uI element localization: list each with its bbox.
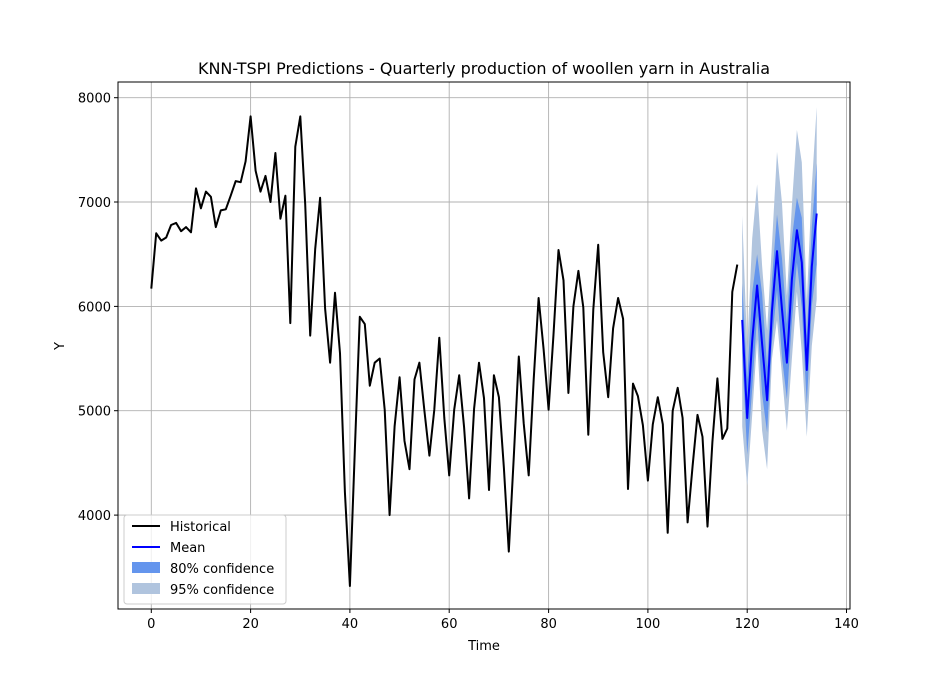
y-axis-title: Y [53, 342, 68, 351]
legend-ci80-swatch [132, 562, 160, 573]
x-tick-label: 140 [834, 617, 859, 632]
legend-historical-label: Historical [170, 520, 231, 535]
legend-ci95-swatch [132, 583, 160, 594]
x-axis-ticks: 0 20 40 60 80 100 120 140 [147, 609, 859, 632]
mean-forecast-line [741, 213, 818, 419]
x-tick-label: 60 [441, 617, 458, 632]
x-tick-label: 100 [635, 617, 660, 632]
x-tick-label: 0 [147, 617, 155, 632]
x-axis-title: Time [467, 639, 500, 654]
chart-title: KNN-TSPI Predictions - Quarterly product… [198, 59, 770, 78]
series-lines-layer [150, 115, 818, 587]
y-axis-ticks: 4000 5000 6000 7000 8000 [78, 92, 118, 524]
plot-area-frame [117, 81, 851, 610]
y-tick-label: 6000 [78, 300, 111, 315]
x-tick-label: 80 [540, 617, 557, 632]
legend-frame [123, 514, 287, 605]
y-tick-label: 4000 [78, 509, 111, 524]
historical-series-line [150, 115, 739, 587]
x-tick-label: 20 [242, 617, 259, 632]
x-tick-label: 40 [342, 617, 359, 632]
legend-ci95-label: 95% confidence [170, 583, 274, 598]
legend-mean-label: Mean [170, 541, 205, 556]
y-tick-label: 7000 [78, 196, 111, 211]
legend: Historical Mean 80% confidence 95% confi… [123, 514, 287, 605]
y-tick-label: 8000 [78, 92, 111, 107]
legend-ci80-label: 80% confidence [170, 562, 274, 577]
x-tick-label: 120 [735, 617, 760, 632]
y-tick-label: 5000 [78, 405, 111, 420]
